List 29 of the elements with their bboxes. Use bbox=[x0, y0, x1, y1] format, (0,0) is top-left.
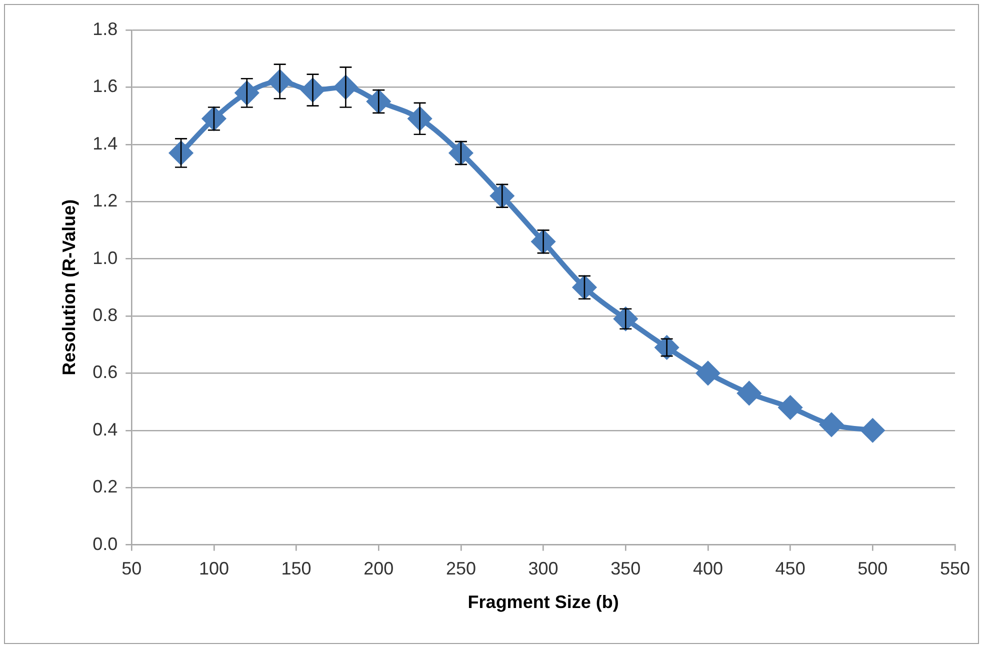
y-tick-label: 0.6 bbox=[92, 362, 118, 382]
y-tick-label: 0.4 bbox=[92, 419, 118, 440]
x-tick-label: 350 bbox=[610, 558, 641, 579]
y-axis-title: Resolution (R-Value) bbox=[58, 199, 79, 376]
x-tick-label: 300 bbox=[528, 558, 558, 579]
x-axis-title: Fragment Size (b) bbox=[468, 592, 619, 612]
point bbox=[655, 336, 678, 359]
y-tick-label: 1.0 bbox=[92, 248, 118, 268]
y-tick-label: 1.8 bbox=[92, 18, 118, 39]
y-tick-label: 1.2 bbox=[92, 190, 118, 211]
point bbox=[696, 362, 720, 385]
point bbox=[778, 396, 802, 420]
x-tick-label: 550 bbox=[940, 558, 970, 579]
x-tick-label: 250 bbox=[446, 558, 476, 579]
y-tick-label: 0.0 bbox=[92, 534, 118, 554]
y-tick-label: 0.8 bbox=[92, 304, 118, 325]
x-tick-label: 100 bbox=[198, 558, 229, 579]
x-tick-label: 450 bbox=[775, 558, 806, 579]
x-tick-label: 200 bbox=[364, 558, 394, 579]
point bbox=[861, 418, 884, 442]
x-tick-label: 150 bbox=[281, 558, 312, 579]
x-tick-label: 50 bbox=[122, 558, 142, 579]
y-tick-label: 0.2 bbox=[92, 476, 118, 497]
point bbox=[820, 413, 843, 436]
y-tick-label: 1.4 bbox=[92, 133, 118, 154]
x-tick-label: 400 bbox=[692, 558, 723, 579]
x-tick-label: 500 bbox=[858, 558, 888, 579]
y-tick-label: 1.6 bbox=[92, 76, 118, 96]
point bbox=[738, 382, 761, 405]
